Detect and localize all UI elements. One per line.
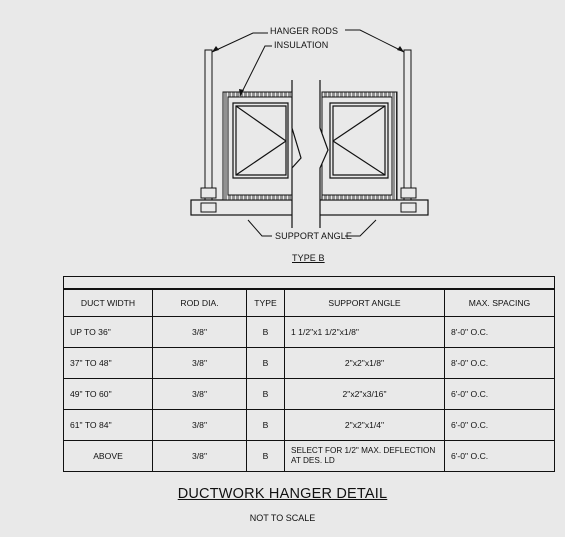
cell-rod-dia: 3/8": [152, 409, 247, 441]
cell-rod-dia: 3/8": [152, 316, 247, 348]
table-header-row: DUCT WIDTH ROD DIA. TYPE SUPPORT ANGLE M…: [63, 288, 556, 317]
cell-duct-width: 37" TO 48": [63, 347, 153, 379]
cell-type: B: [246, 409, 285, 441]
label-insulation: INSULATION: [274, 40, 329, 50]
cell-type: B: [246, 440, 285, 472]
table-row: ABOVE 3/8" B SELECT FOR 1/2" MAX. DEFLEC…: [63, 440, 556, 472]
cell-duct-width: ABOVE: [63, 440, 153, 472]
hanger-schedule-table: DUCT WIDTH ROD DIA. TYPE SUPPORT ANGLE M…: [62, 276, 556, 472]
leader-arrows: [212, 46, 404, 96]
cell-max-spacing: 6'-0" O.C.: [443, 440, 556, 472]
leader-lines: [211, 29, 405, 237]
cell-type: B: [246, 347, 285, 379]
cell-max-spacing: 6'-0" O.C.: [443, 409, 556, 441]
cell-max-spacing: 8'-0" O.C.: [443, 316, 556, 348]
table-row: UP TO 36" 3/8" B 1 1/2"x1 1/2"x1/8" 8'-0…: [63, 316, 556, 348]
header-max-spacing: MAX. SPACING: [443, 288, 556, 317]
cell-support-angle: 1 1/2"x1 1/2"x1/8": [284, 316, 445, 348]
cell-type: B: [246, 316, 285, 348]
header-duct-width: DUCT WIDTH: [63, 288, 153, 317]
table-row: 49" TO 60" 3/8" B 2"x2"x3/16" 6'-0" O.C.: [63, 378, 556, 410]
cell-support-angle: 2"x2"x3/16": [284, 378, 445, 410]
cell-duct-width: UP TO 36": [63, 316, 153, 348]
cell-max-spacing: 8'-0" O.C.: [443, 347, 556, 379]
cell-support-angle: 2"x2"x1/8": [284, 347, 445, 379]
hanger-diagram: [190, 29, 429, 237]
break-lines: [291, 80, 329, 228]
rod-nuts: [200, 187, 417, 213]
duct-left: [232, 102, 289, 179]
cell-rod-dia: 3/8": [152, 440, 247, 472]
cell-rod-dia: 3/8": [152, 347, 247, 379]
cell-type: B: [246, 378, 285, 410]
cell-support-angle: SELECT FOR 1/2" MAX. DEFLECTION AT DES. …: [284, 440, 445, 472]
cell-support-angle: 2"x2"x1/4": [284, 409, 445, 441]
table-top-band: [62, 276, 556, 290]
detail-subtitle: NOT TO SCALE: [249, 513, 316, 523]
duct-right: [329, 102, 389, 179]
detail-title: DUCTWORK HANGER DETAIL: [177, 486, 388, 502]
label-support-angle: SUPPORT ANGLE: [275, 231, 352, 241]
table-row: 61" TO 84" 3/8" B 2"x2"x1/4" 6'-0" O.C.: [63, 409, 556, 441]
cell-max-spacing: 6'-0" O.C.: [443, 378, 556, 410]
label-hanger-rods: HANGER RODS: [270, 26, 339, 36]
cell-duct-width: 61" TO 84": [63, 409, 153, 441]
header-type: TYPE: [246, 288, 285, 317]
header-support-angle: SUPPORT ANGLE: [284, 288, 445, 317]
label-type-b: TYPE B: [292, 253, 325, 263]
cell-duct-width: 49" TO 60": [63, 378, 153, 410]
table-row: 37" TO 48" 3/8" B 2"x2"x1/8" 8'-0" O.C.: [63, 347, 556, 379]
header-rod-dia: ROD DIA.: [152, 288, 247, 317]
cell-rod-dia: 3/8": [152, 378, 247, 410]
